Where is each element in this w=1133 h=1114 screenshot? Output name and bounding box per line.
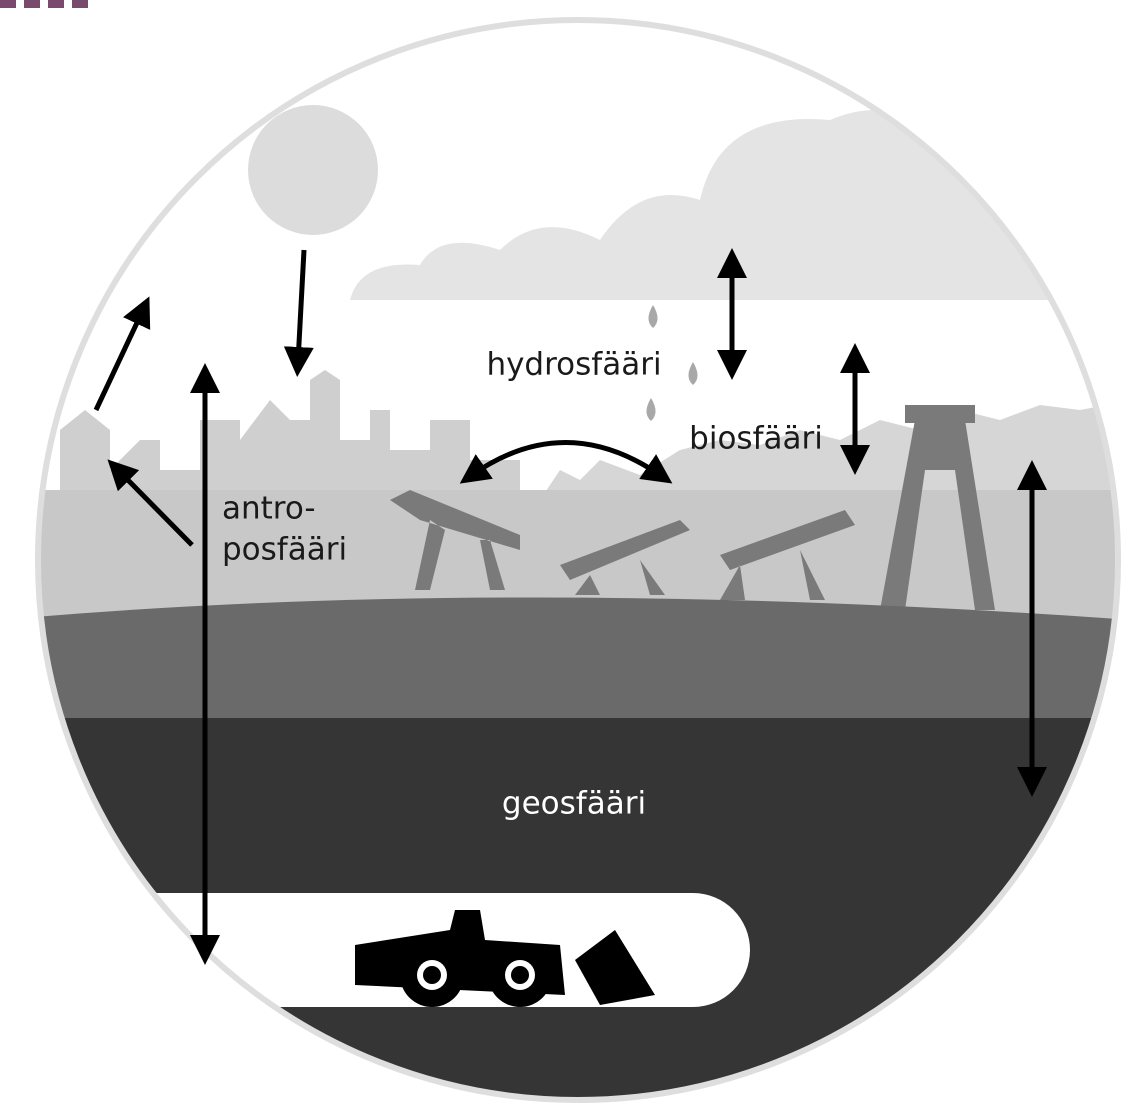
corner-dashes	[0, 0, 88, 8]
atmosphere-label: atmosfääri	[425, 168, 592, 204]
hydrosphere-label: hydrosfääri	[486, 347, 661, 383]
biosphere-label: biosfääri	[689, 421, 823, 457]
sun	[248, 105, 378, 235]
geosphere-label: geosfääri	[502, 786, 646, 822]
anthroposphere-label: posfääri	[222, 532, 347, 568]
diagram: atmosfääri hydrosfääri biosfääri antro- …	[0, 0, 1133, 1114]
topsoil	[0, 598, 1133, 721]
anthroposphere-label: antro-	[222, 491, 316, 527]
